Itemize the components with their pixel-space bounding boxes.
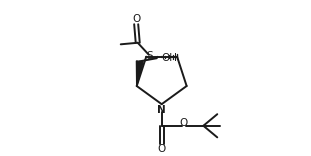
- Text: N: N: [157, 105, 166, 115]
- Text: O: O: [180, 118, 188, 128]
- Text: O: O: [132, 14, 140, 24]
- Text: OH: OH: [162, 53, 178, 63]
- Text: S: S: [147, 51, 153, 61]
- Text: O: O: [158, 144, 166, 154]
- Polygon shape: [137, 61, 143, 86]
